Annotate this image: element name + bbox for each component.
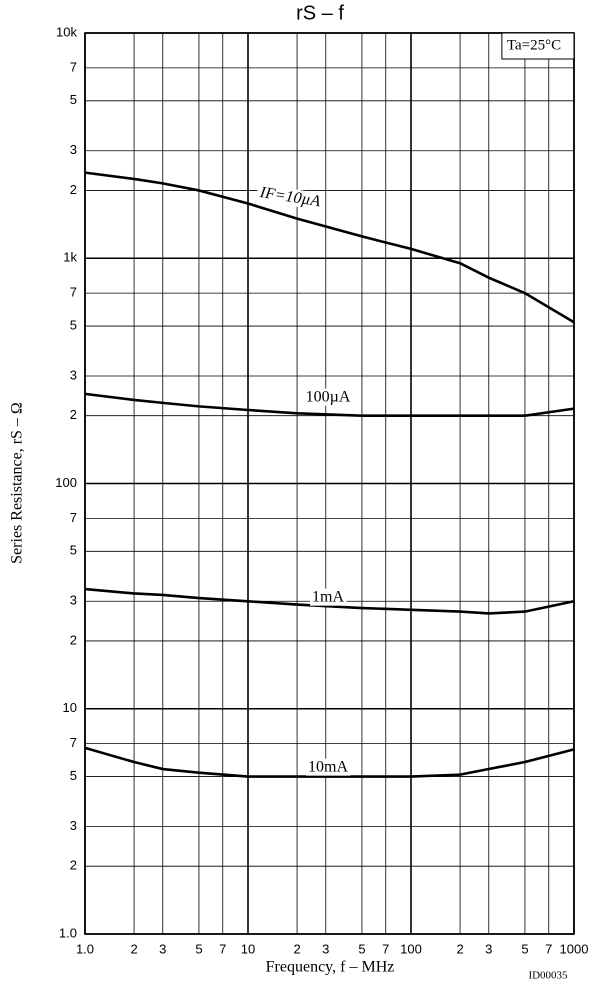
y-tick-label: 5 [70, 92, 77, 107]
series-line [84, 392, 575, 417]
y-tick-label: 3 [70, 818, 77, 833]
label-bg [310, 588, 347, 606]
x-tick-label: 3 [322, 941, 329, 956]
x-tick-label: 1.0 [76, 941, 94, 956]
series-line [84, 746, 575, 778]
x-tick-label: 2 [293, 941, 300, 956]
y-tick-label: 1k [63, 250, 77, 265]
series-label: IF=10µA [258, 184, 322, 211]
x-tick-label: 7 [545, 941, 552, 956]
y-tick-label: 7 [70, 285, 77, 300]
y-tick-label: 5 [70, 543, 77, 558]
x-tick-label: 3 [159, 941, 166, 956]
series-label: 10mA [308, 759, 348, 776]
x-tick-label: 5 [358, 941, 365, 956]
y-tick-label: 7 [70, 510, 77, 525]
x-tick-label: 10 [241, 941, 255, 956]
series-line [84, 587, 575, 615]
y-tick-label: 10k [56, 24, 77, 39]
series-label: 1mA [312, 589, 344, 606]
y-tick-label: 2 [70, 182, 77, 197]
series-label: 100µA [306, 389, 351, 406]
y-tick-label: 2 [70, 858, 77, 873]
y-tick-label: 1.0 [59, 925, 77, 940]
y-tick-label: 7 [70, 59, 77, 74]
x-tick-label: 5 [521, 941, 528, 956]
x-tick-label: 3 [485, 941, 492, 956]
x-axis-label: Frequency, f – MHz [266, 959, 395, 976]
chart-title: rS – f [296, 2, 344, 24]
figure-id: ID00035 [528, 970, 568, 982]
y-tick-label: 3 [70, 367, 77, 382]
x-tick-label: 7 [382, 941, 389, 956]
x-tick-label: 5 [195, 941, 202, 956]
y-tick-label: 2 [70, 632, 77, 647]
plot-frame [84, 32, 575, 935]
annotation: Ta=25°C [507, 37, 561, 53]
y-tick-label: 5 [70, 317, 77, 332]
y-tick-label: 2 [70, 407, 77, 422]
annotation-box [501, 32, 575, 60]
x-tick-label: 2 [130, 941, 137, 956]
y-tick-label: 10 [63, 700, 77, 715]
y-tick-label: 7 [70, 735, 77, 750]
x-tick-label: 1000 [560, 941, 589, 956]
series-line [84, 171, 575, 324]
y-tick-label: 100 [55, 475, 77, 490]
label-bg [306, 758, 351, 776]
x-tick-label: 7 [219, 941, 226, 956]
x-tick-label: 2 [456, 941, 463, 956]
y-axis-label: Series Resistance, rS – Ω [9, 402, 26, 564]
y-tick-label: 3 [70, 142, 77, 157]
label-bg [255, 183, 324, 211]
label-bg [303, 388, 353, 406]
y-tick-label: 5 [70, 768, 77, 783]
y-tick-label: 3 [70, 593, 77, 608]
x-tick-label: 100 [400, 941, 422, 956]
